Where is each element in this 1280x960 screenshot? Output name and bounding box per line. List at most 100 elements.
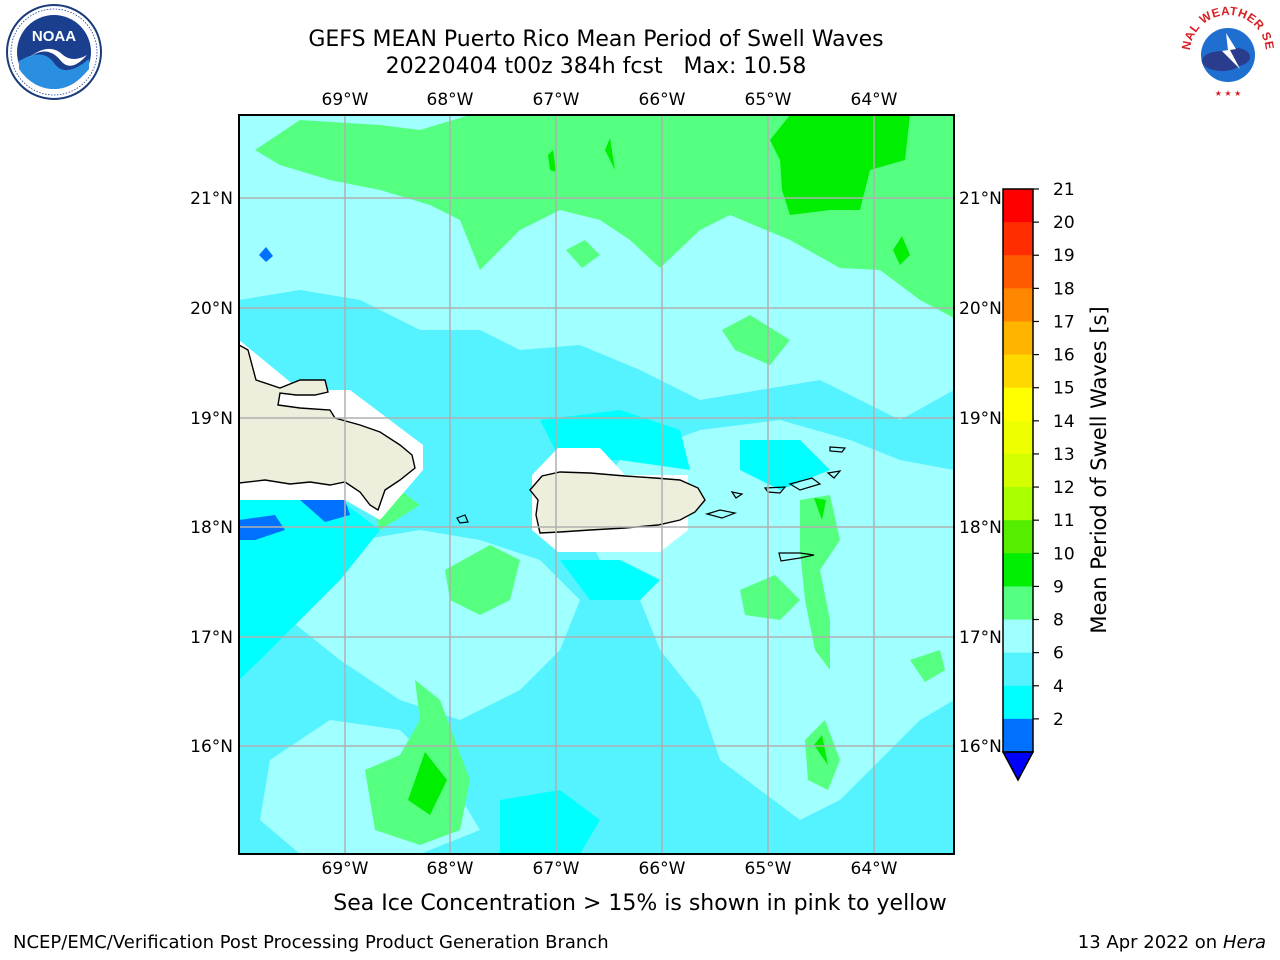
map-frame bbox=[238, 114, 955, 855]
colorbar-title: Mean Period of Swell Waves [s] bbox=[1087, 306, 1111, 633]
colorbar-cell bbox=[1003, 652, 1033, 687]
colorbar-tick-label: 6 bbox=[1053, 644, 1064, 664]
colorbar-cell bbox=[1003, 222, 1033, 256]
colorbar-cell bbox=[1003, 189, 1033, 223]
vieques-island bbox=[704, 509, 738, 519]
colorbar-tick-label: 18 bbox=[1053, 279, 1075, 299]
chart-subtitle: 20220404 t00z 384h fcst Max: 10.58 bbox=[385, 54, 807, 79]
virgin-islands bbox=[763, 486, 787, 494]
colorbar-cell bbox=[1003, 487, 1033, 521]
hispaniola-land bbox=[239, 344, 416, 512]
colorbar-cell bbox=[1003, 685, 1033, 720]
lon-tick-label: 66°W bbox=[639, 859, 686, 879]
colorbar-tick-label: 15 bbox=[1053, 379, 1075, 399]
colorbar-tick-label: 19 bbox=[1053, 246, 1075, 266]
contour-9-10 bbox=[910, 650, 945, 682]
culebra-island bbox=[730, 491, 744, 499]
contour-2-4 bbox=[300, 500, 350, 522]
contour-4-6 bbox=[740, 440, 830, 490]
lon-tick-label: 65°W bbox=[745, 90, 792, 110]
colorbar-under-arrow bbox=[1001, 751, 1035, 782]
lon-tick-label: 66°W bbox=[639, 90, 686, 110]
contour-4-6 bbox=[500, 790, 600, 854]
lon-tick-label: 64°W bbox=[851, 90, 898, 110]
lat-tick-label: 19°N bbox=[959, 409, 1002, 429]
footer-credit: NCEP/EMC/Verification Post Processing Pr… bbox=[13, 932, 609, 953]
colorbar-ticks: 21 20 19 18 17 16 15 14 13 12 11 10 9 8 6 4 2 bbox=[1033, 180, 1075, 730]
colorbar-tick-label: 16 bbox=[1053, 346, 1075, 366]
contour-10-11 bbox=[814, 735, 828, 765]
lat-tick-label: 19°N bbox=[190, 409, 233, 429]
lon-tick-label: 64°W bbox=[851, 859, 898, 879]
nws-logo: NATIONAL WEATHER SERVICE ★ ★ ★ bbox=[1178, 3, 1276, 100]
colorbar-tick-label: 10 bbox=[1053, 544, 1075, 564]
contour-9-10 bbox=[255, 115, 954, 318]
contour-9-10 bbox=[740, 575, 800, 620]
contour-9-10 bbox=[722, 315, 790, 365]
footer-date: 13 Apr 2022 on Hera bbox=[1078, 931, 1266, 955]
footer-machine: Hera bbox=[1222, 932, 1266, 953]
lon-labels-bottom: 69°W 68°W 67°W 66°W 65°W 64°W bbox=[322, 859, 898, 879]
lat-tick-label: 17°N bbox=[959, 628, 1002, 648]
colorbar-cell bbox=[1003, 553, 1033, 587]
colorbar-cell bbox=[1003, 255, 1033, 289]
colorbar-tick-label: 17 bbox=[1053, 312, 1075, 332]
colorbar-cell bbox=[1003, 321, 1033, 356]
colorbar-tick-label: 4 bbox=[1053, 677, 1064, 697]
colorbar-cell bbox=[1003, 354, 1033, 389]
contour-10-11 bbox=[408, 752, 447, 815]
lon-tick-label: 68°W bbox=[427, 859, 474, 879]
lat-labels-right: 21°N 20°N 19°N 18°N 17°N 16°N bbox=[959, 189, 1002, 757]
lon-tick-label: 69°W bbox=[322, 859, 369, 879]
contour-10-11 bbox=[770, 115, 910, 215]
colorbar-cell bbox=[1003, 586, 1033, 621]
colorbar-frame bbox=[1002, 188, 1034, 753]
lon-tick-label: 67°W bbox=[533, 859, 580, 879]
contour-10-11 bbox=[893, 236, 910, 265]
graticule bbox=[239, 115, 954, 854]
colorbar-cell bbox=[1003, 387, 1033, 422]
lat-tick-label: 21°N bbox=[959, 189, 1002, 209]
colorbar-tick-label: 9 bbox=[1053, 577, 1064, 597]
colorbar-cells bbox=[1003, 189, 1033, 753]
contour-9-10 bbox=[365, 680, 470, 845]
contour-10-11 bbox=[605, 138, 615, 170]
colorbar-tick-label: 8 bbox=[1053, 611, 1064, 631]
lat-tick-label: 18°N bbox=[190, 518, 233, 538]
noaa-logo: NOAA bbox=[6, 4, 102, 100]
colorbar-tick-label: 2 bbox=[1053, 710, 1064, 730]
lat-tick-label: 17°N bbox=[190, 628, 233, 648]
noaa-logo-text: NOAA bbox=[32, 28, 76, 45]
lon-labels-top: 69°W 68°W 67°W 66°W 65°W 64°W bbox=[322, 90, 898, 110]
lat-tick-label: 16°N bbox=[190, 737, 233, 757]
colorbar-tick-label: 21 bbox=[1053, 180, 1075, 200]
virgin-islands bbox=[788, 477, 822, 491]
footer-date-text: 13 Apr 2022 on bbox=[1077, 932, 1223, 953]
colorbar-cell bbox=[1003, 520, 1033, 554]
lat-tick-label: 16°N bbox=[959, 737, 1002, 757]
colorbar-cell bbox=[1003, 718, 1033, 753]
sea-ice-note: Sea Ice Concentration > 15% is shown in … bbox=[333, 891, 947, 916]
colorbar-cell bbox=[1003, 288, 1033, 322]
lat-tick-label: 20°N bbox=[959, 299, 1002, 319]
lat-tick-label: 18°N bbox=[959, 518, 1002, 538]
mona-island bbox=[456, 514, 469, 524]
lat-tick-label: 21°N bbox=[190, 189, 233, 209]
contour-10-11 bbox=[548, 150, 556, 172]
lat-tick-label: 20°N bbox=[190, 299, 233, 319]
swell-period-field bbox=[239, 115, 954, 854]
anegada-island bbox=[826, 470, 842, 479]
colorbar-cell bbox=[1003, 619, 1033, 654]
colorbar-cell bbox=[1003, 420, 1033, 455]
colorbar: 21 20 19 18 17 16 15 14 13 12 11 10 9 8 6 4 2 Mean Perio… bbox=[1001, 180, 1111, 782]
contour-9-10 bbox=[566, 240, 600, 268]
colorbar-tick-label: 13 bbox=[1053, 445, 1075, 465]
contour-9-10 bbox=[800, 495, 840, 670]
chart-title: GEFS MEAN Puerto Rico Mean Period of Swe… bbox=[308, 27, 884, 52]
svg-text:★ ★ ★: ★ ★ ★ bbox=[1215, 89, 1242, 98]
colorbar-tick-label: 12 bbox=[1053, 478, 1075, 498]
colorbar-tick-label: 20 bbox=[1053, 213, 1075, 233]
lon-tick-label: 69°W bbox=[322, 90, 369, 110]
lon-tick-label: 68°W bbox=[427, 90, 474, 110]
